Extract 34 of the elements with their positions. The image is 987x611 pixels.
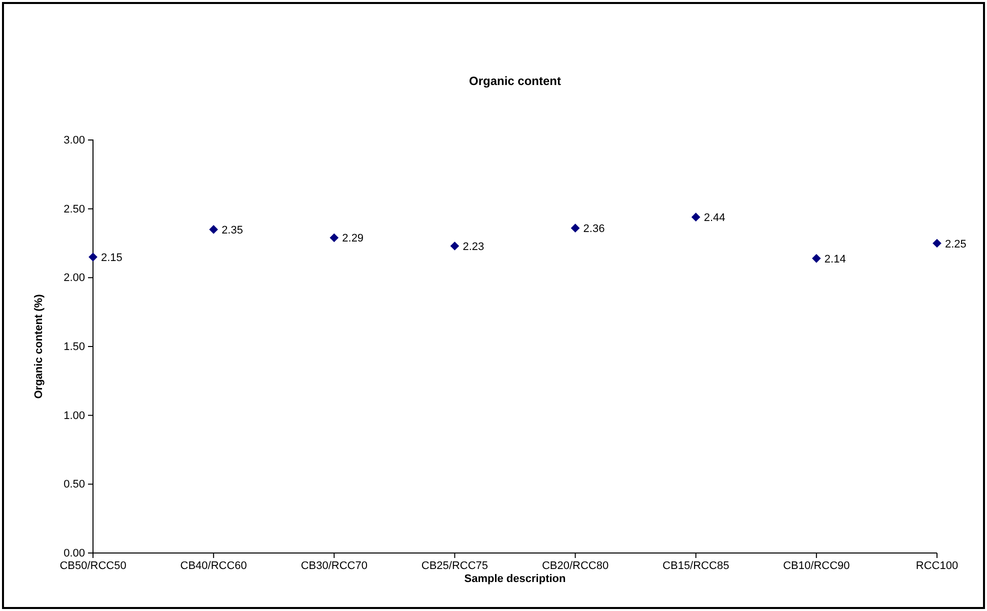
x-tick-label: CB50/RCC50 (60, 560, 126, 572)
y-tick-label: 1.50 (64, 341, 85, 354)
x-tick-label: CB15/RCC85 (662, 560, 730, 572)
y-tick-label: 0.00 (64, 548, 85, 560)
data-label: 2.29 (342, 232, 364, 245)
x-tick-label: CB25/RCC75 (421, 560, 488, 572)
x-axis-title: Sample description (464, 573, 566, 585)
data-label: 2.44 (704, 212, 726, 224)
chart-title: Organic content (468, 74, 562, 88)
data-label: 2.35 (222, 224, 243, 236)
x-tick-label: CB20/RCC80 (542, 560, 609, 572)
data-label: 2.23 (462, 241, 484, 254)
data-label: 2.36 (583, 223, 605, 236)
y-tick-label: 2.50 (64, 203, 85, 216)
y-axis-title: Organic content (%) (33, 294, 45, 399)
y-tick-label: 3.00 (64, 134, 85, 147)
point (812, 254, 821, 263)
x-tick-label: CB40/RCC60 (180, 560, 247, 572)
x-tick-label: CB30/RCC70 (300, 560, 368, 572)
data-label: 2.25 (945, 238, 966, 250)
point (88, 252, 98, 262)
point (932, 238, 942, 248)
point (330, 233, 339, 242)
y-tick-label: 1.00 (64, 410, 85, 422)
y-tick-label: 2.00 (64, 272, 85, 284)
y-tick-label: 0.50 (64, 478, 85, 491)
data-label: 2.14 (824, 253, 846, 266)
point (691, 212, 700, 222)
point (570, 224, 580, 233)
point (450, 242, 460, 250)
x-tick-label: CB10/RCC90 (783, 560, 850, 572)
x-tick-label: RCC100 (916, 560, 958, 572)
point (209, 225, 218, 234)
data-label: 2.15 (101, 252, 122, 264)
